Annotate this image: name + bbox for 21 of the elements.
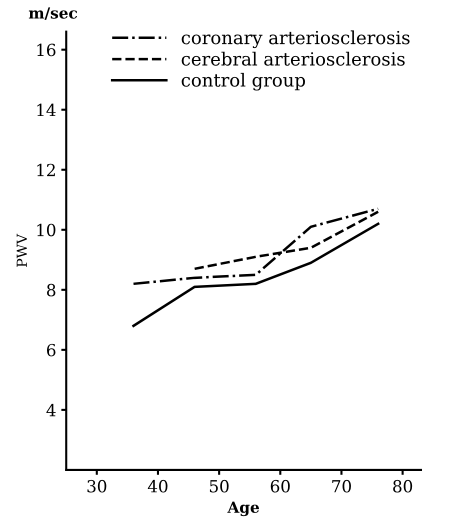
x-tick-label: 60 xyxy=(270,480,290,493)
y-axis-title: PWV xyxy=(16,234,27,267)
y-tick-label: 12 xyxy=(37,164,55,176)
line-series xyxy=(132,222,380,328)
x-tick-label: 30 xyxy=(87,480,106,493)
x-tick-label: 40 xyxy=(148,480,168,493)
y-tick-label: 14 xyxy=(37,104,56,116)
line-series xyxy=(132,208,380,286)
y-tick-label: 6 xyxy=(47,344,56,356)
x-tick-label: 80 xyxy=(393,480,412,493)
legend-label: control group xyxy=(182,72,306,91)
legend-label: coronary arteriosclerosis xyxy=(182,30,410,48)
x-tick-label: 70 xyxy=(332,480,351,493)
y-tick-label: 16 xyxy=(37,44,56,56)
chart-title: m/sec xyxy=(28,7,78,20)
x-tick-label: 50 xyxy=(210,480,229,493)
legend-label: cerebral arteriosclerosis xyxy=(182,52,405,66)
y-tick-label: 10 xyxy=(37,224,56,236)
x-axis-title: Age xyxy=(227,502,260,516)
y-tick-label: 4 xyxy=(46,404,56,416)
y-tick-label: 8 xyxy=(47,284,56,296)
